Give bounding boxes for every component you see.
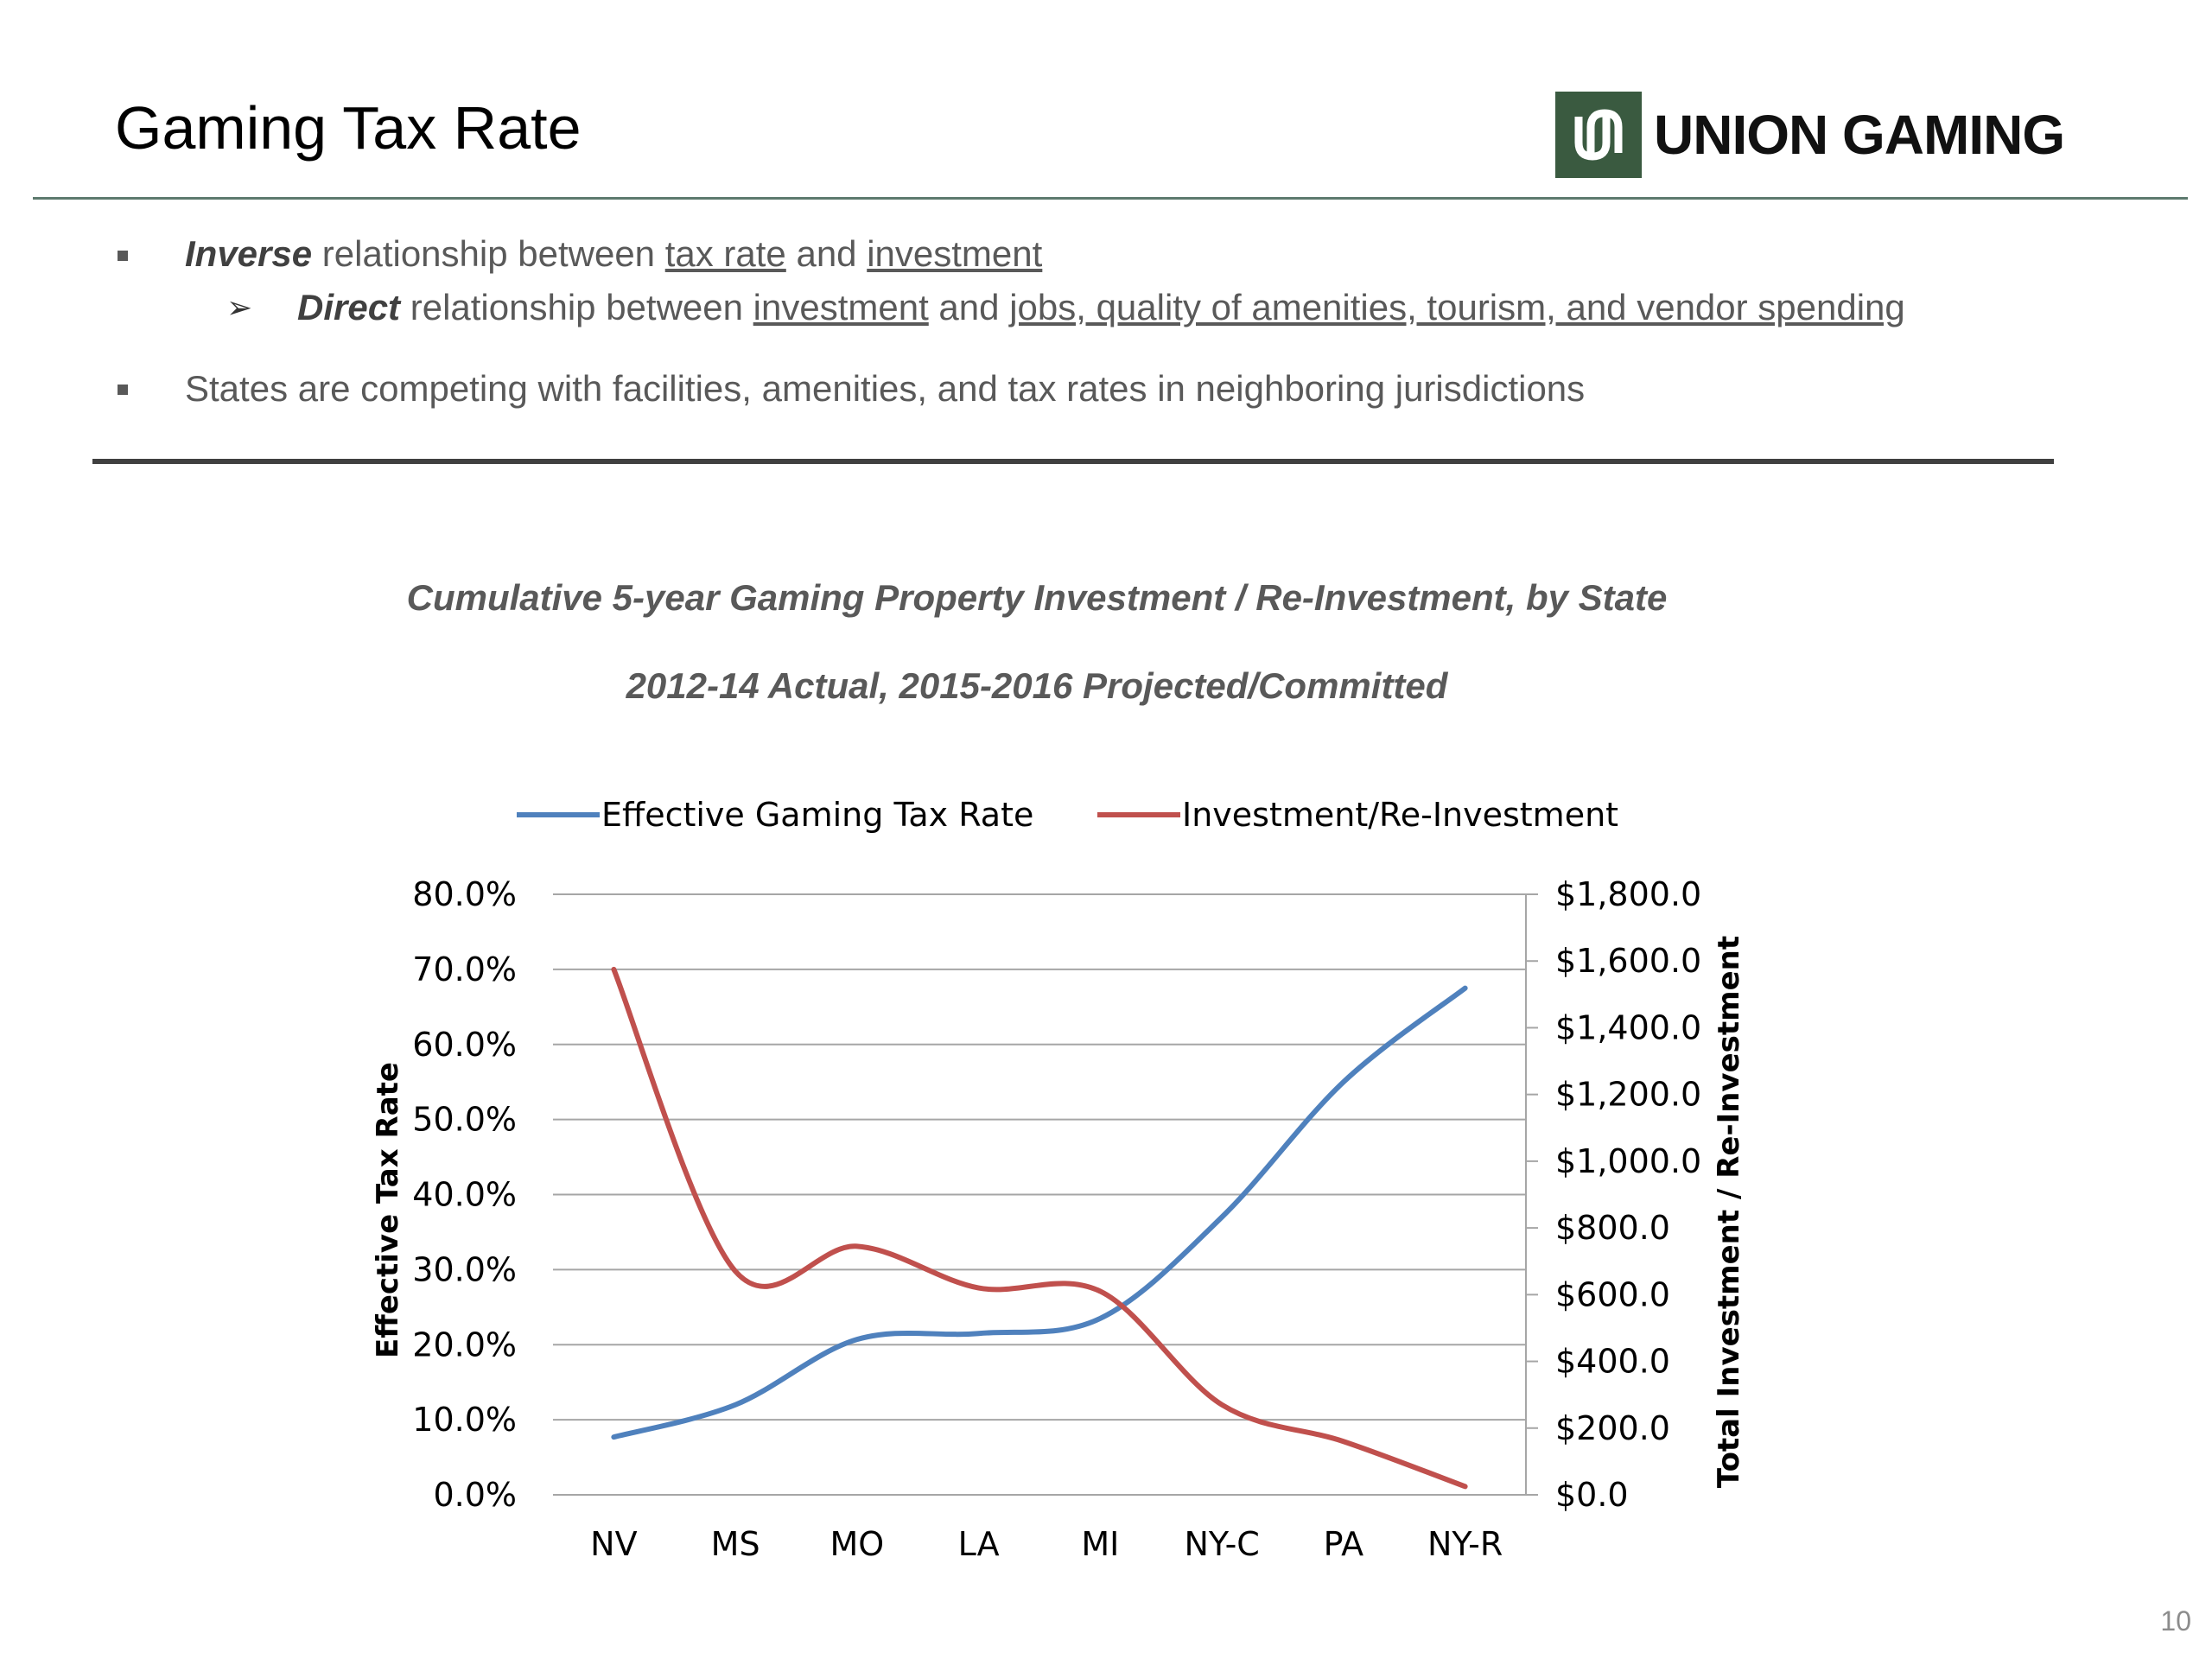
y2-axis-title: Total Investment / Re-Investment: [1712, 936, 1746, 1488]
page-number: 10: [2160, 1605, 2191, 1637]
y2-tick-label: $600.0: [1555, 1275, 1670, 1313]
x-tick-label: NY-C: [1184, 1525, 1259, 1563]
bullet-text: States are competing with facilities, am…: [185, 368, 1586, 409]
bullet-text: and: [785, 233, 868, 274]
y-axis-title: Effective Tax Rate: [371, 1062, 405, 1358]
y2-tick-label: $1,800.0: [1555, 875, 1701, 913]
y-tick-label: 60.0%: [412, 1026, 517, 1064]
bullet-emphasis: Direct: [297, 287, 401, 327]
series-line-1: [611, 985, 1468, 1440]
bullet-marker: [118, 251, 128, 261]
y2-tick-label: $1,600.0: [1555, 942, 1701, 980]
y-tick-label: 80.0%: [412, 875, 517, 913]
header-divider: [33, 197, 2188, 200]
bullet-text: relationship between: [400, 287, 753, 327]
logo-text: UNION GAMING: [1654, 104, 2065, 166]
series-line-2: [611, 966, 1468, 1490]
bullet-marker: [118, 385, 128, 395]
y-tick-label: 20.0%: [412, 1325, 517, 1363]
y-tick-label: 70.0%: [412, 950, 517, 988]
sub-bullet-direct-relationship: Direct relationship between investment a…: [297, 287, 1905, 328]
y-tick-label: 10.0%: [412, 1401, 517, 1439]
arrow-bullet-icon: ➢: [226, 289, 253, 325]
underlined-term: tax rate: [664, 233, 786, 274]
y-tick-label: 30.0%: [412, 1250, 517, 1288]
y2-tick-label: $1,000.0: [1555, 1142, 1701, 1180]
x-tick-label: NY-R: [1427, 1525, 1503, 1563]
bullet-text: and: [928, 287, 1010, 327]
x-tick-label: MO: [830, 1525, 885, 1563]
legend-label: Effective Gaming Tax Rate: [601, 796, 1033, 834]
y2-tick-label: $1,200.0: [1555, 1076, 1701, 1114]
section-divider: [92, 459, 2054, 464]
x-tick-label: MS: [711, 1525, 760, 1563]
bullet-states-competing: States are competing with facilities, am…: [185, 368, 1585, 410]
underlined-term: jobs, quality of amenities, tourism, and…: [1009, 287, 1905, 327]
chart-subtitle: 2012-14 Actual, 2015-2016 Projected/Comm…: [626, 665, 1448, 706]
y-tick-label: 40.0%: [412, 1176, 517, 1214]
bullet-text: relationship between: [312, 233, 665, 274]
union-gaming-logo: UNION GAMING: [1555, 92, 2065, 178]
y2-tick-label: $0.0: [1555, 1476, 1629, 1514]
union-gaming-logo-mark-icon: [1555, 92, 1642, 178]
x-tick-label: PA: [1324, 1525, 1363, 1563]
x-tick-label: MI: [1081, 1525, 1119, 1563]
underlined-term: investment: [753, 287, 929, 327]
legend-label: Investment/Re-Investment: [1182, 796, 1618, 834]
bullet-inverse-relationship: Inverse relationship between tax rate an…: [185, 233, 1042, 275]
y2-tick-label: $400.0: [1555, 1343, 1670, 1381]
y-tick-label: 50.0%: [412, 1101, 517, 1139]
x-tick-label: NV: [590, 1525, 637, 1563]
y2-tick-label: $200.0: [1555, 1409, 1670, 1447]
y2-tick-label: $1,400.0: [1555, 1008, 1701, 1046]
bullet-emphasis: Inverse: [185, 233, 313, 274]
y2-tick-label: $800.0: [1555, 1209, 1670, 1247]
page-title: Gaming Tax Rate: [115, 94, 582, 162]
x-tick-label: LA: [958, 1525, 1000, 1563]
y-tick-label: 0.0%: [433, 1476, 517, 1514]
chart-title: Cumulative 5-year Gaming Property Invest…: [406, 577, 1668, 618]
underlined-term: investment: [867, 233, 1043, 274]
